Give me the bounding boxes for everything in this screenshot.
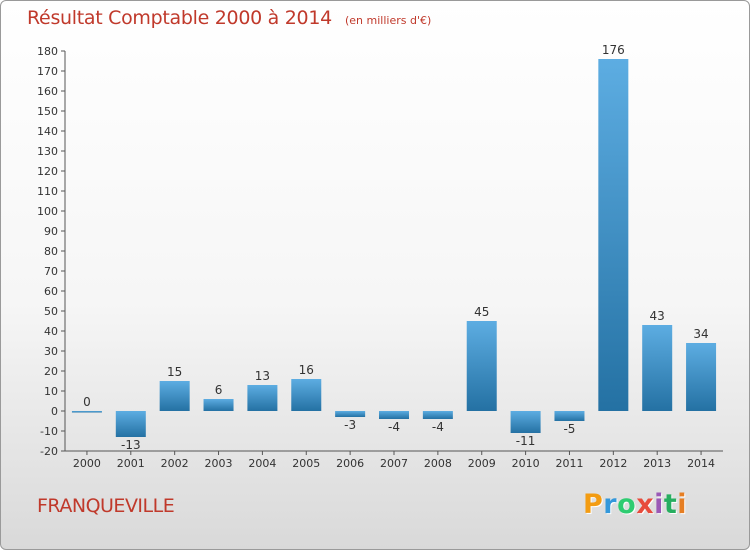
bar-2009 <box>466 321 497 411</box>
x-tick-label: 2006 <box>336 457 364 470</box>
bar-2005 <box>291 379 322 411</box>
y-tick-label: 10 <box>44 385 58 398</box>
logo-letter: i <box>654 489 664 520</box>
y-tick-label: 110 <box>37 185 58 198</box>
y-tick-label: 100 <box>37 205 58 218</box>
chart-data-labels: 0 -13 15 6 13 16 -3 -4 -4 45 -11 -5 176 43 34 <box>83 43 709 452</box>
chart-subtitle: (en milliers d'€) <box>344 14 432 27</box>
y-tick-label: 80 <box>44 245 58 258</box>
bar-2003 <box>203 399 234 411</box>
x-tick-label: 2013 <box>643 457 671 470</box>
data-label-2008: -4 <box>432 420 444 434</box>
bar-2012 <box>598 59 629 411</box>
y-tick-label: 170 <box>37 65 58 78</box>
data-label-2012: 176 <box>602 43 625 57</box>
data-label-2002: 15 <box>167 365 182 379</box>
x-tick-label: 2010 <box>512 457 540 470</box>
data-label-2009: 45 <box>474 305 489 319</box>
x-tick-label: 2009 <box>468 457 496 470</box>
bar-2002 <box>159 381 190 411</box>
y-tick-label: 70 <box>44 265 58 278</box>
data-label-2010: -11 <box>516 434 536 448</box>
logo-letter: i <box>677 489 688 520</box>
x-tick-label: 2008 <box>424 457 452 470</box>
proxiti-logo: Proxiti <box>583 489 687 520</box>
bar-2008 <box>422 411 453 419</box>
logo-letter: t <box>663 489 678 520</box>
data-label-2000: 0 <box>83 395 91 409</box>
bar-2007 <box>379 411 409 419</box>
y-tick-label: 160 <box>37 85 58 98</box>
data-label-2003: 6 <box>215 383 223 397</box>
bar-2013 <box>642 325 673 411</box>
x-tick-label: 2001 <box>117 457 145 470</box>
chart-title: Résultat Comptable 2000 à 2014 <box>27 7 332 29</box>
y-tick-label: 130 <box>37 145 58 158</box>
y-tick-label: 140 <box>37 125 58 138</box>
x-tick-label: 2014 <box>687 457 715 470</box>
data-label-2001: -13 <box>121 438 141 452</box>
x-tick-label: 2005 <box>292 457 320 470</box>
logo-letter: r <box>603 489 618 520</box>
x-tick-label: 2011 <box>555 457 583 470</box>
y-tick-label: -20 <box>40 445 58 458</box>
data-label-2004: 13 <box>255 369 270 383</box>
bar-2006 <box>335 411 366 417</box>
x-tick-label: 2004 <box>248 457 276 470</box>
bar-2001 <box>115 411 146 437</box>
data-label-2013: 43 <box>650 309 665 323</box>
y-tick-label: 120 <box>37 165 58 178</box>
data-label-2007: -4 <box>388 420 400 434</box>
data-label-2011: -5 <box>563 422 575 436</box>
x-tick-label: 2007 <box>380 457 408 470</box>
data-label-2014: 34 <box>693 327 708 341</box>
bar-2010 <box>510 411 541 433</box>
logo-letter: P <box>583 489 604 520</box>
x-tick-label: 2012 <box>599 457 627 470</box>
place-name: FRANQUEVILLE <box>37 495 175 517</box>
y-tick-label: 20 <box>44 365 58 378</box>
bar-2014 <box>686 343 717 411</box>
y-tick-label: 0 <box>51 405 58 418</box>
bar-2011 <box>554 411 585 421</box>
y-tick-label: 40 <box>44 325 58 338</box>
data-label-2006: -3 <box>344 418 356 432</box>
y-tick-label: -10 <box>40 425 58 438</box>
y-tick-label: 90 <box>44 225 58 238</box>
y-tick-label: 30 <box>44 345 58 358</box>
x-tick-label: 2003 <box>205 457 233 470</box>
chart-axes: -20-100102030405060708090100110120130140… <box>37 45 723 470</box>
logo-letter: x <box>636 489 655 520</box>
x-tick-label: 2002 <box>161 457 189 470</box>
y-tick-label: 180 <box>37 45 58 58</box>
y-tick-label: 60 <box>44 285 58 298</box>
y-tick-label: 150 <box>37 105 58 118</box>
logo-letter: o <box>617 489 637 520</box>
chart-title-row: Résultat Comptable 2000 à 2014 (en milli… <box>27 7 431 29</box>
data-label-2005: 16 <box>299 363 314 377</box>
x-tick-label: 2000 <box>73 457 101 470</box>
chart-bars <box>71 59 717 437</box>
bar-2004 <box>247 385 278 411</box>
y-tick-label: 50 <box>44 305 58 318</box>
bar-2000 <box>71 411 102 413</box>
